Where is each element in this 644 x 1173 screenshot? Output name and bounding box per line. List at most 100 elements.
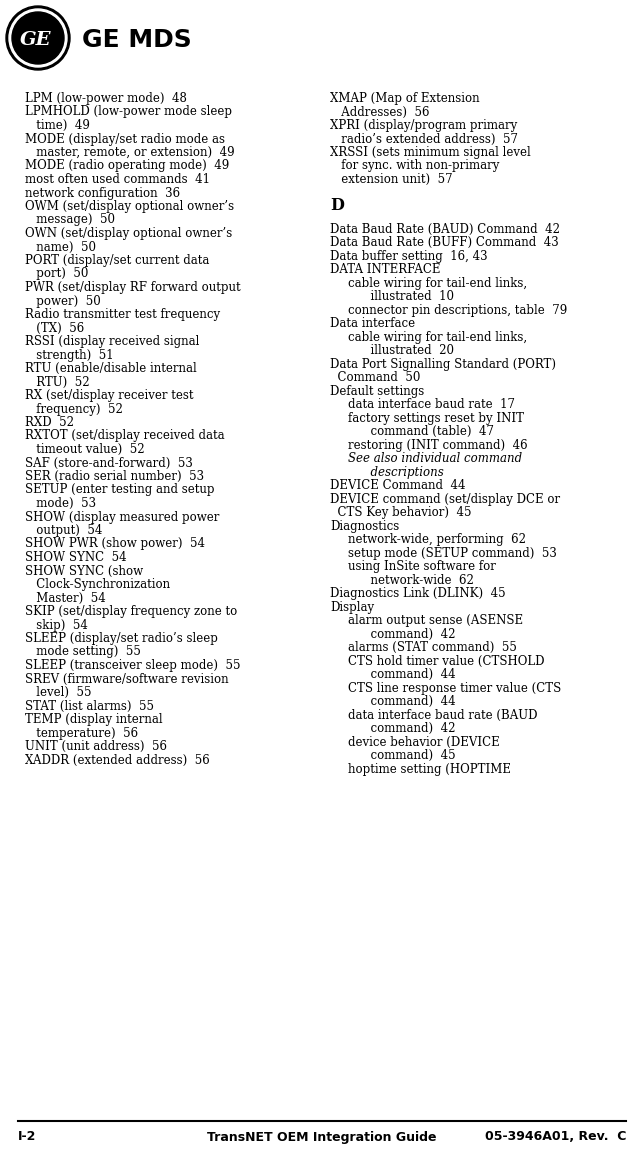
Text: MODE (display/set radio mode as: MODE (display/set radio mode as	[25, 133, 225, 145]
Text: I-2: I-2	[18, 1131, 36, 1144]
Text: mode)  53: mode) 53	[25, 497, 96, 510]
Text: RXD  52: RXD 52	[25, 416, 74, 429]
Text: network configuration  36: network configuration 36	[25, 187, 180, 199]
Text: Radio transmitter test frequency: Radio transmitter test frequency	[25, 308, 220, 321]
Text: GE: GE	[20, 30, 52, 49]
Text: SKIP (set/display frequency zone to: SKIP (set/display frequency zone to	[25, 605, 237, 618]
Text: for sync. with non-primary: for sync. with non-primary	[330, 160, 499, 172]
Text: Display: Display	[330, 601, 374, 613]
Text: LPM (low-power mode)  48: LPM (low-power mode) 48	[25, 91, 187, 106]
Text: skip)  54: skip) 54	[25, 618, 88, 631]
Text: UNIT (unit address)  56: UNIT (unit address) 56	[25, 740, 167, 753]
Text: Default settings: Default settings	[330, 385, 424, 398]
Text: SHOW SYNC  54: SHOW SYNC 54	[25, 551, 127, 564]
Text: Clock-Synchronization: Clock-Synchronization	[25, 578, 170, 591]
Text: Data Port Signalling Standard (PORT): Data Port Signalling Standard (PORT)	[330, 358, 556, 371]
Text: timeout value)  52: timeout value) 52	[25, 443, 145, 456]
Text: device behavior (DEVICE: device behavior (DEVICE	[348, 735, 500, 748]
Text: DEVICE command (set/display DCE or: DEVICE command (set/display DCE or	[330, 493, 560, 506]
Text: SAF (store-and-forward)  53: SAF (store-and-forward) 53	[25, 456, 193, 469]
Text: output)  54: output) 54	[25, 524, 102, 537]
Text: frequency)  52: frequency) 52	[25, 402, 123, 415]
Text: OWM (set/display optional owner’s: OWM (set/display optional owner’s	[25, 201, 234, 213]
Text: restoring (INIT command)  46: restoring (INIT command) 46	[348, 439, 527, 452]
Text: RTU (enable/disable internal: RTU (enable/disable internal	[25, 362, 197, 375]
Text: SREV (firmware/software revision: SREV (firmware/software revision	[25, 672, 229, 685]
Text: data interface baud rate (BAUD: data interface baud rate (BAUD	[348, 708, 538, 721]
Text: Addresses)  56: Addresses) 56	[330, 106, 430, 118]
Text: alarm output sense (ASENSE: alarm output sense (ASENSE	[348, 615, 523, 628]
Text: command (table)  47: command (table) 47	[348, 426, 494, 439]
Text: Master)  54: Master) 54	[25, 591, 106, 604]
Text: Data interface: Data interface	[330, 318, 415, 331]
Text: command)  42: command) 42	[348, 723, 455, 735]
Text: RXTOT (set/display received data: RXTOT (set/display received data	[25, 429, 225, 442]
Text: PWR (set/display RF forward output: PWR (set/display RF forward output	[25, 282, 241, 294]
Text: XPRI (display/program primary: XPRI (display/program primary	[330, 118, 517, 133]
Text: command)  44: command) 44	[348, 696, 455, 708]
Text: connector pin descriptions, table  79: connector pin descriptions, table 79	[348, 304, 567, 317]
Text: (TX)  56: (TX) 56	[25, 321, 84, 334]
Text: DATA INTERFACE: DATA INTERFACE	[330, 264, 440, 277]
Text: descriptions: descriptions	[348, 466, 444, 479]
Text: illustrated  10: illustrated 10	[348, 291, 454, 304]
Text: CTS hold timer value (CTSHOLD: CTS hold timer value (CTSHOLD	[348, 655, 544, 667]
Circle shape	[12, 12, 64, 65]
Text: radio’s extended address)  57: radio’s extended address) 57	[330, 133, 518, 145]
Text: TEMP (display internal: TEMP (display internal	[25, 713, 163, 726]
Text: Data Baud Rate (BUFF) Command  43: Data Baud Rate (BUFF) Command 43	[330, 237, 559, 250]
Text: SLEEP (display/set radio’s sleep: SLEEP (display/set radio’s sleep	[25, 632, 218, 645]
Text: using InSite software for: using InSite software for	[348, 561, 496, 574]
Text: command)  45: command) 45	[348, 750, 455, 762]
Text: 05-3946A01, Rev.  C: 05-3946A01, Rev. C	[485, 1131, 626, 1144]
Text: Command  50: Command 50	[330, 372, 421, 385]
Text: D: D	[330, 197, 344, 215]
Text: XRSSI (sets minimum signal level: XRSSI (sets minimum signal level	[330, 145, 531, 160]
Text: LPMHOLD (low-power mode sleep: LPMHOLD (low-power mode sleep	[25, 106, 232, 118]
Text: SHOW PWR (show power)  54: SHOW PWR (show power) 54	[25, 537, 205, 550]
Circle shape	[9, 9, 67, 67]
Text: master, remote, or extension)  49: master, remote, or extension) 49	[25, 145, 234, 160]
Text: illustrated  20: illustrated 20	[348, 345, 454, 358]
Text: GE MDS: GE MDS	[82, 28, 192, 52]
Text: command)  42: command) 42	[348, 628, 455, 640]
Text: temperature)  56: temperature) 56	[25, 726, 138, 739]
Text: STAT (list alarms)  55: STAT (list alarms) 55	[25, 699, 154, 712]
Text: cable wiring for tail-end links,: cable wiring for tail-end links,	[348, 277, 527, 290]
Text: TransNET OEM Integration Guide: TransNET OEM Integration Guide	[207, 1131, 437, 1144]
Text: SETUP (enter testing and setup: SETUP (enter testing and setup	[25, 483, 214, 496]
Text: RSSI (display received signal: RSSI (display received signal	[25, 335, 200, 348]
Text: See also individual command: See also individual command	[348, 453, 522, 466]
Text: RX (set/display receiver test: RX (set/display receiver test	[25, 389, 193, 402]
Text: strength)  51: strength) 51	[25, 348, 113, 361]
Circle shape	[6, 6, 70, 70]
Text: Diagnostics: Diagnostics	[330, 520, 399, 533]
Text: port)  50: port) 50	[25, 267, 88, 280]
Text: DEVICE Command  44: DEVICE Command 44	[330, 480, 466, 493]
Text: SER (radio serial number)  53: SER (radio serial number) 53	[25, 470, 204, 483]
Text: name)  50: name) 50	[25, 240, 96, 253]
Text: Diagnostics Link (DLINK)  45: Diagnostics Link (DLINK) 45	[330, 588, 506, 601]
Text: Data Baud Rate (BAUD) Command  42: Data Baud Rate (BAUD) Command 42	[330, 223, 560, 236]
Text: SHOW (display measured power: SHOW (display measured power	[25, 510, 220, 523]
Text: CTS line response timer value (CTS: CTS line response timer value (CTS	[348, 682, 562, 694]
Text: most often used commands  41: most often used commands 41	[25, 172, 210, 187]
Text: OWN (set/display optional owner’s: OWN (set/display optional owner’s	[25, 228, 232, 240]
Text: Data buffer setting  16, 43: Data buffer setting 16, 43	[330, 250, 488, 263]
Text: level)  55: level) 55	[25, 686, 91, 699]
Text: message)  50: message) 50	[25, 213, 115, 226]
Text: alarms (STAT command)  55: alarms (STAT command) 55	[348, 642, 517, 655]
Text: extension unit)  57: extension unit) 57	[330, 172, 453, 187]
Text: time)  49: time) 49	[25, 118, 90, 133]
Text: mode setting)  55: mode setting) 55	[25, 645, 141, 658]
Text: cable wiring for tail-end links,: cable wiring for tail-end links,	[348, 331, 527, 344]
Text: SHOW SYNC (show: SHOW SYNC (show	[25, 564, 143, 577]
Text: command)  44: command) 44	[348, 669, 455, 682]
Text: setup mode (SETUP command)  53: setup mode (SETUP command) 53	[348, 547, 557, 560]
Text: XADDR (extended address)  56: XADDR (extended address) 56	[25, 753, 210, 766]
Text: PORT (display/set current data: PORT (display/set current data	[25, 255, 209, 267]
Text: data interface baud rate  17: data interface baud rate 17	[348, 399, 515, 412]
Text: hoptime setting (HOPTIME: hoptime setting (HOPTIME	[348, 762, 511, 777]
Text: MODE (radio operating mode)  49: MODE (radio operating mode) 49	[25, 160, 229, 172]
Text: RTU)  52: RTU) 52	[25, 375, 90, 388]
